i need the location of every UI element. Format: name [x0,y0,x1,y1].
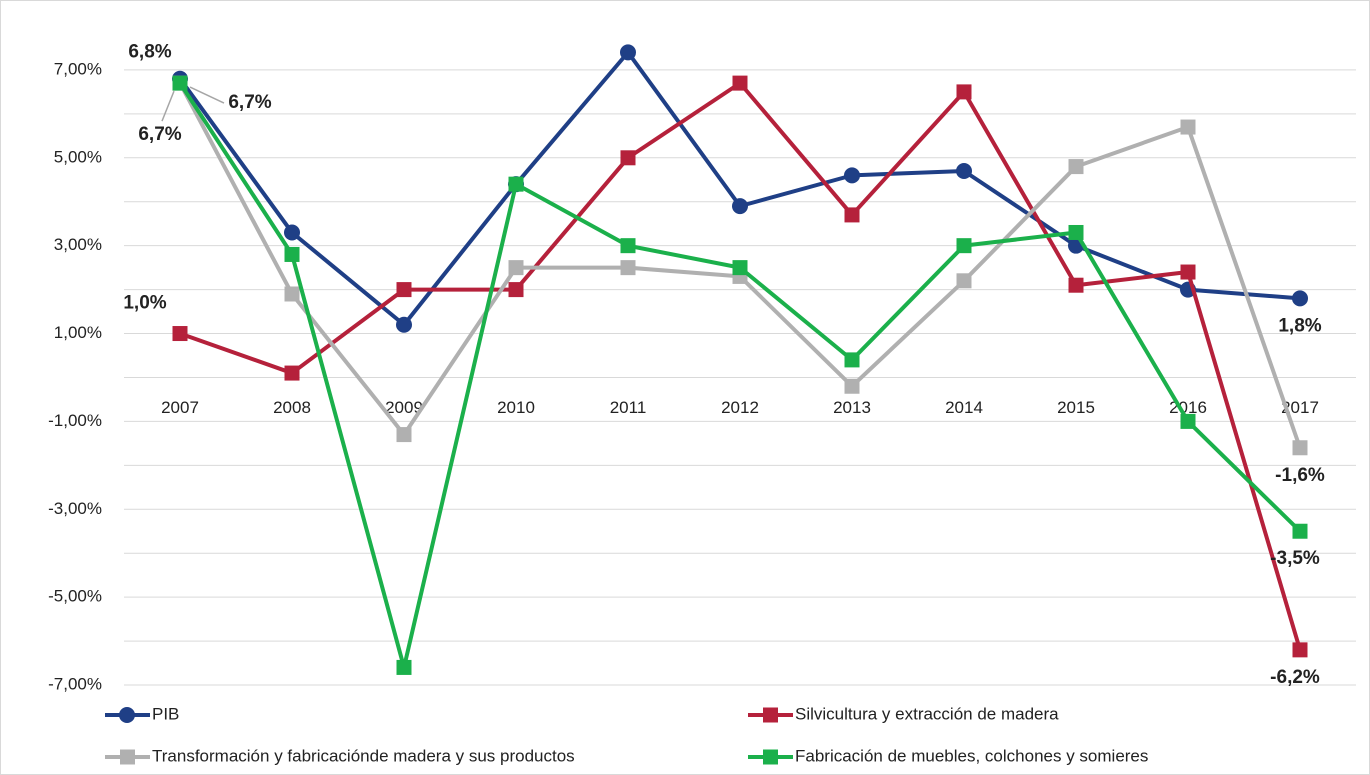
data-label: 1,8% [1278,315,1321,336]
legend-marker [763,749,778,765]
data-point [1068,224,1084,240]
x-tick-label: 2011 [610,398,647,417]
data-point [172,326,188,342]
data-point [284,224,300,241]
data-label: 6,7% [138,124,181,145]
data-point [284,365,300,381]
data-point [1068,159,1084,175]
data-point [284,286,300,302]
data-point [844,352,860,368]
y-tick-label: -7,00% [48,674,102,693]
x-tick-label: 2012 [721,398,759,417]
legend-label: Silvicultura y extracción de madera [795,704,1059,723]
legend-item: Silvicultura y extracción de madera [748,704,1059,723]
y-tick-label: 3,00% [54,235,102,254]
y-tick-label: 1,00% [54,323,102,342]
legend-marker [763,707,778,723]
data-point [1292,290,1308,307]
data-label: 6,8% [128,42,171,63]
data-point [396,427,412,443]
legend-item: PIB [105,704,179,723]
data-point [732,198,748,215]
data-point [508,176,524,192]
legend-marker [120,749,135,765]
data-point [620,260,636,276]
data-point [620,44,636,61]
data-point [396,316,412,333]
legend-label: PIB [152,704,179,723]
legend-item: Fabricación de muebles, colchones y somi… [748,746,1148,765]
data-label: 6,7% [228,92,271,113]
x-tick-label: 2015 [1057,398,1095,417]
data-point [1292,440,1308,456]
data-point [844,207,860,223]
series [172,75,1308,675]
legend-label: Transformación y fabricaciónde madera y … [152,746,575,765]
x-tick-label: 2007 [161,398,199,417]
data-point [508,260,524,276]
series [172,75,1308,658]
y-tick-label: -1,00% [48,411,102,430]
data-point [1292,642,1308,658]
data-point [1292,523,1308,539]
data-point [508,282,524,298]
data-point [1068,277,1084,293]
legend-item: Transformación y fabricaciónde madera y … [105,746,575,765]
data-label: -3,5% [1270,548,1320,569]
data-point [956,273,972,289]
data-point [732,75,748,91]
data-point [620,238,636,254]
x-tick-label: 2014 [945,398,983,417]
y-tick-label: 5,00% [54,147,102,166]
data-point [1180,119,1196,135]
data-label: 1,0% [123,293,166,314]
data-point [620,150,636,166]
x-tick-label: 2013 [833,398,871,417]
data-point [172,75,188,91]
data-point [1180,264,1196,280]
y-tick-label: -5,00% [48,587,102,606]
data-point [1180,413,1196,429]
y-tick-label: -3,00% [48,499,102,518]
data-point [732,260,748,276]
data-point [396,659,412,675]
x-tick-label: 2017 [1281,398,1319,417]
data-label: -6,2% [1270,667,1320,688]
x-tick-label: 2009 [385,398,423,417]
leader-line [189,86,225,104]
data-point [956,238,972,254]
legend-label: Fabricación de muebles, colchones y somi… [795,746,1148,765]
data-label: -1,6% [1275,465,1325,486]
y-tick-label: 7,00% [54,59,102,78]
data-point [284,246,300,262]
data-point [956,162,972,179]
data-point [396,282,412,298]
x-tick-label: 2008 [273,398,311,417]
x-tick-label: 2010 [497,398,535,417]
legend-marker [119,707,135,723]
data-point [844,167,860,184]
data-point [956,84,972,100]
data-point [844,378,860,394]
leader-line [161,90,175,122]
